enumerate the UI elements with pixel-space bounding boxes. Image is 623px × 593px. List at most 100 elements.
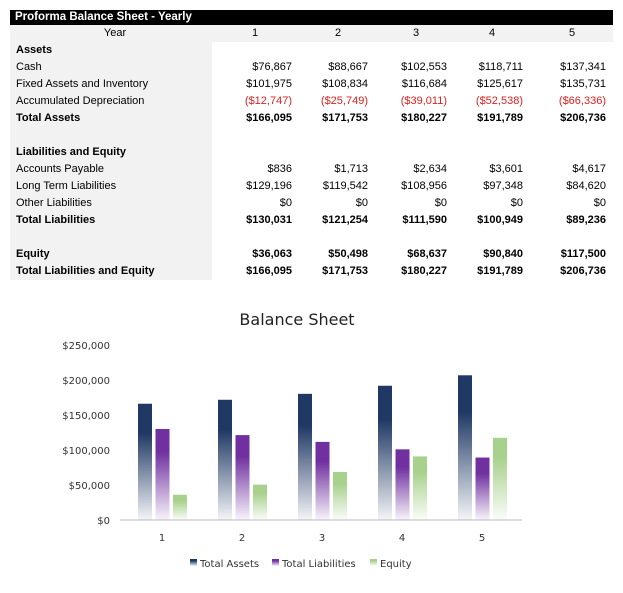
table-row: Fixed Assets and Inventory $101,975 $108,8…: [10, 76, 613, 93]
bar-total-liabilities: [155, 428, 170, 520]
bar-equity: [173, 494, 187, 520]
x-tick-label: 4: [399, 533, 405, 544]
cell-value: $88,667: [328, 61, 368, 73]
cell-value: $130,031: [246, 214, 292, 226]
label-column-background: [10, 25, 212, 280]
cell-value: $0: [279, 197, 292, 209]
cell-value: ($12,747): [244, 95, 292, 107]
x-tick-label: 3: [319, 533, 325, 544]
cell-value: $121,254: [322, 214, 368, 226]
table-row: Long Term Liabilities $129,196 $119,542 $10…: [10, 178, 613, 195]
row-label: Fixed Assets and Inventory: [16, 78, 149, 90]
x-tick-label: 5: [479, 533, 485, 544]
y-tick-label: $150,000: [62, 411, 110, 422]
cell-value: $171,753: [322, 112, 368, 124]
table-row: Total Assets $166,095 $171,753 $180,227 $191…: [10, 110, 613, 127]
y-tick-label: $100,000: [62, 446, 110, 457]
table-row: Accounts Payable $836 $1,713 $2,634 $3,601 $4…: [10, 161, 613, 178]
cell-value: $116,684: [401, 78, 447, 90]
row-label: Total Liabilities and Equity: [16, 265, 155, 277]
bar-total-assets: [138, 403, 152, 520]
row-label: Accounts Payable: [16, 163, 105, 175]
cell-value: $102,553: [401, 61, 447, 73]
cell-value: ($25,749): [320, 95, 368, 107]
bar-equity: [253, 484, 267, 520]
bar-total-liabilities: [475, 457, 490, 520]
cell-value: $108,956: [401, 180, 447, 192]
legend-label: Equity: [380, 559, 412, 570]
balance-sheet-chart: Balance Sheet $0 $50,000 $100,000 $150,000 $2…: [0, 300, 623, 588]
row-label: Total Liabilities: [16, 214, 96, 226]
bar-total-assets: [458, 375, 472, 520]
cell-value: $191,789: [477, 265, 523, 277]
cell-value: $119,542: [322, 180, 368, 192]
cell-value: $180,227: [401, 265, 447, 277]
table-row: Assets: [10, 42, 613, 59]
cell-value: $0: [355, 197, 368, 209]
table-row: Cash $76,867 $88,667 $102,553 $118,711 $137,3…: [10, 59, 613, 76]
cell-value: $3,601: [489, 163, 523, 175]
year-header: 2: [334, 27, 342, 39]
table-title: Proforma Balance Sheet - Yearly: [10, 10, 613, 25]
cell-value: $166,095: [246, 112, 292, 124]
cell-value: $101,975: [246, 78, 292, 90]
bar-total-assets: [378, 385, 392, 520]
cell-value: $117,500: [560, 248, 606, 260]
cell-value: $76,867: [252, 61, 292, 73]
cell-value: $137,341: [560, 61, 606, 73]
row-label: Other Liabilities: [16, 197, 92, 209]
cell-value: $118,711: [478, 61, 523, 73]
cell-value: $111,590: [402, 214, 447, 226]
year-header: 5: [568, 27, 576, 39]
year-header: 1: [251, 27, 259, 39]
cell-value: $206,736: [560, 265, 606, 277]
legend-swatch: [272, 559, 279, 566]
y-tick-label: $200,000: [62, 376, 110, 387]
cell-value: $0: [593, 197, 606, 209]
cell-value: $135,731: [560, 78, 606, 90]
legend-label: Total Liabilities: [281, 559, 356, 570]
bar-equity: [493, 437, 507, 520]
cell-value: $1,713: [334, 163, 368, 175]
table-row: Total Liabilities and Equity $166,095 $171…: [10, 263, 613, 280]
table-row: Total Liabilities $130,031 $121,254 $111,59…: [10, 212, 613, 229]
year-header: 4: [488, 27, 496, 39]
cell-value: $166,095: [246, 265, 292, 277]
x-tick-label: 2: [239, 533, 245, 544]
cell-value: $836: [267, 163, 292, 175]
table-row: Equity $36,063 $50,498 $68,637 $90,840 $117,5…: [10, 246, 613, 263]
table-row: [10, 127, 613, 144]
cell-value: ($66,336): [558, 95, 606, 107]
balance-sheet-table: Proforma Balance Sheet - Yearly Year 1 2 3 4…: [10, 10, 613, 280]
cell-value: $100,949: [477, 214, 523, 226]
cell-value: $191,789: [477, 112, 523, 124]
cell-value: $68,637: [407, 248, 447, 260]
row-label: Long Term Liabilities: [16, 180, 117, 192]
table-row: Liabilities and Equity: [10, 144, 613, 161]
y-tick-label: $50,000: [69, 481, 110, 492]
chart-title: Balance Sheet: [239, 310, 354, 329]
cell-value: $84,620: [566, 180, 606, 192]
cell-value: $89,236: [566, 214, 606, 226]
cell-value: $125,617: [477, 78, 523, 90]
cell-value: $4,617: [572, 163, 606, 175]
cell-value: $90,840: [483, 248, 523, 260]
cell-value: ($39,011): [400, 95, 447, 107]
bar-equity: [413, 456, 427, 520]
cell-value: ($52,538): [475, 95, 523, 107]
row-label: Equity: [16, 248, 50, 260]
table-row: Other Liabilities $0 $0 $0 $0 $0: [10, 195, 613, 212]
row-label: Assets: [16, 44, 53, 56]
y-tick-label: $0: [97, 516, 110, 527]
chart-svg: Balance Sheet $0 $50,000 $100,000 $150,000 $2…: [62, 310, 522, 570]
table-row: [10, 229, 613, 246]
cell-value: $50,498: [328, 248, 368, 260]
year-row: Year 1 2 3 4 5: [10, 25, 613, 42]
row-label: Total Assets: [16, 112, 81, 124]
cell-value: $129,196: [246, 180, 292, 192]
cell-value: $180,227: [401, 112, 447, 124]
bar-total-liabilities: [395, 449, 410, 520]
row-label: Cash: [16, 61, 42, 73]
cell-value: $206,736: [560, 112, 606, 124]
year-row-background: [10, 25, 613, 42]
